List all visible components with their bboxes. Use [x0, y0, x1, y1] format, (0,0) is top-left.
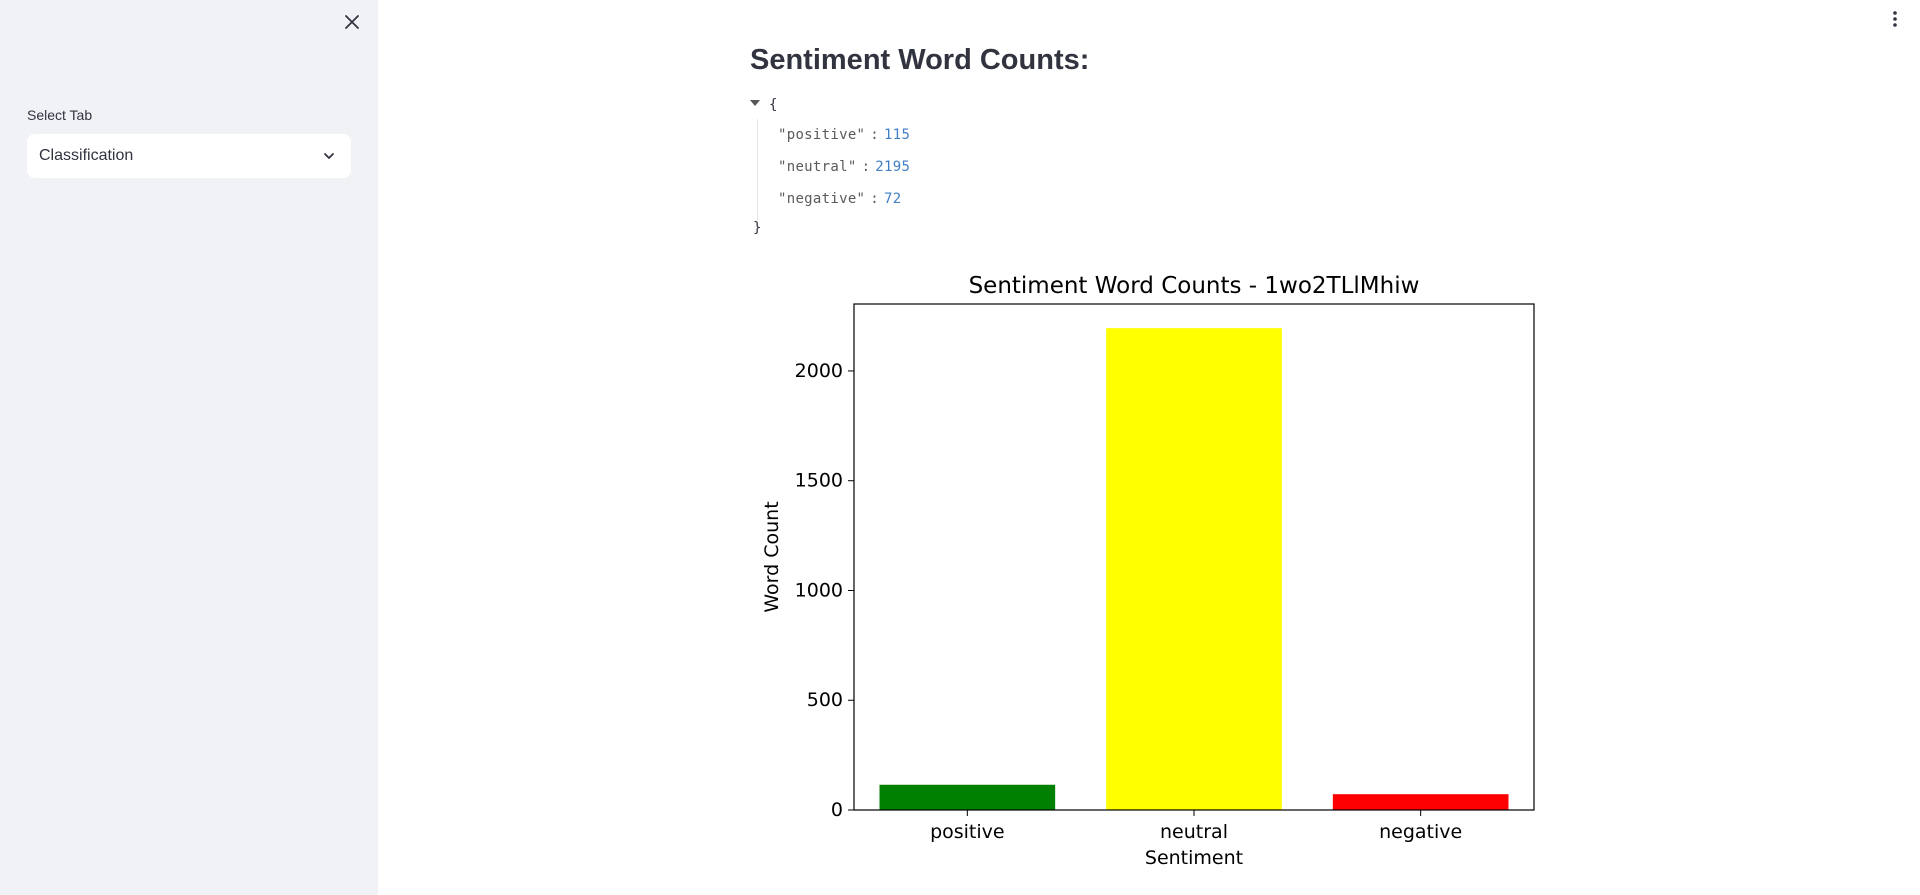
bar-positive	[879, 784, 1056, 810]
chevron-down-icon	[319, 146, 339, 166]
select-tab-label: Select Tab	[27, 107, 93, 123]
page-title: Sentiment Word Counts:	[750, 44, 1090, 76]
bar-chart: 0 500 1000 1500 2000 positive neutral negative S…	[752, 262, 1552, 882]
x-tick-label: negative	[1379, 821, 1462, 843]
sidebar: Select Tab Classification	[0, 0, 378, 895]
y-tick-label: 2000	[795, 360, 843, 382]
json-close-brace: }	[753, 220, 762, 236]
collapse-toggle-icon[interactable]	[750, 100, 760, 106]
json-value: 72	[884, 191, 902, 207]
chart-svg: 0 500 1000 1500 2000 positive neutral negative S…	[761, 273, 1535, 869]
bar-negative	[1332, 794, 1509, 810]
json-key: "negative"	[778, 191, 866, 207]
select-tab-value: Classification	[39, 147, 134, 164]
y-tick-label: 1500	[795, 470, 843, 492]
json-open-brace: {	[769, 97, 778, 113]
json-key: "neutral"	[778, 159, 857, 175]
close-icon	[345, 15, 359, 29]
select-tab-dropdown[interactable]: Classification	[27, 134, 351, 178]
y-tick-label: 500	[807, 689, 843, 711]
y-tick-label: 0	[831, 799, 843, 821]
y-axis-label: Word Count	[761, 501, 783, 612]
json-entries: "positive":115 "neutral":2195 "negative"…	[757, 119, 910, 221]
chart-title: Sentiment Word Counts - 1wo2TLlMhiw	[969, 273, 1420, 299]
main-menu-button[interactable]	[1882, 6, 1908, 32]
json-entry: "positive":115	[778, 127, 911, 143]
close-sidebar-button[interactable]	[338, 8, 366, 36]
json-value: 115	[884, 127, 911, 143]
json-entry: "neutral":2195	[778, 159, 911, 175]
json-value: 2195	[875, 159, 911, 175]
json-key: "positive"	[778, 127, 866, 143]
bar-neutral	[1106, 328, 1282, 810]
x-axis-label: Sentiment	[1145, 847, 1243, 869]
x-tick-label: positive	[930, 821, 1005, 843]
json-entry: "negative":72	[778, 191, 902, 207]
vertical-dots-icon	[1893, 11, 1897, 27]
y-tick-label: 1000	[795, 579, 843, 601]
x-tick-label: neutral	[1160, 821, 1228, 843]
